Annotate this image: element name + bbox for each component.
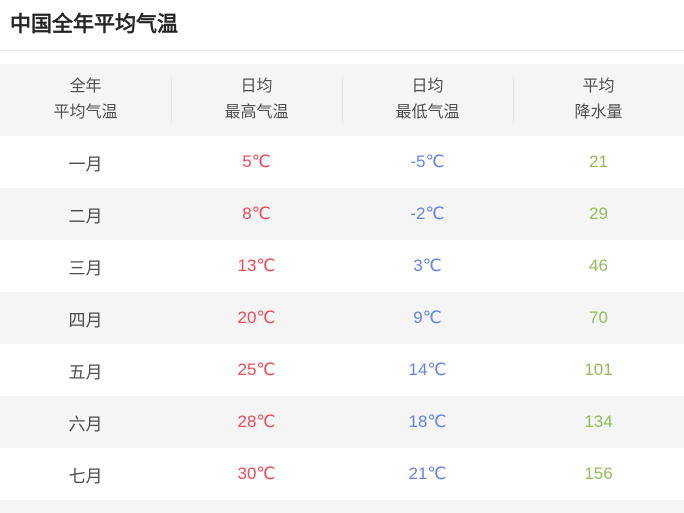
precip-cell: 70: [589, 308, 608, 327]
climate-table: 全年 平均气温 日均 最高气温 日均 最低气温 平均 降水量 一月 5℃ -5℃…: [0, 64, 684, 513]
month-cell: 四月: [68, 310, 103, 330]
precip-cell: 46: [589, 256, 608, 275]
precip-cell: 101: [584, 360, 613, 379]
column-header-daily-min-temp: 日均 最低气温: [342, 64, 513, 136]
month-cell: 六月: [68, 414, 103, 434]
column-header-line: 日均: [240, 78, 273, 95]
column-header-line: 最低气温: [395, 104, 460, 121]
max-temp-cell: 30℃: [237, 464, 276, 483]
min-temp-cell: 18℃: [408, 412, 447, 431]
month-cell: 一月: [68, 154, 103, 174]
column-header-annual-avg-temp: 全年 平均气温: [0, 64, 171, 136]
max-temp-cell: 13℃: [237, 256, 276, 275]
min-temp-cell: -2℃: [410, 204, 445, 223]
month-cell: 三月: [68, 258, 103, 278]
precip-cell: 156: [584, 464, 613, 483]
table-row-partially-visible: [0, 500, 684, 513]
column-header-line: 全年: [69, 78, 102, 95]
column-header-avg-precipitation: 平均 降水量: [513, 64, 684, 136]
column-header-line: 降水量: [574, 104, 623, 121]
column-header-line: 平均: [582, 78, 615, 95]
max-temp-cell: 28℃: [237, 412, 276, 431]
table-body: 一月 5℃ -5℃ 21 二月 8℃ -2℃ 29 三月 13℃ 3℃ 46 四…: [0, 136, 684, 513]
min-temp-cell: 21℃: [408, 464, 447, 483]
page-title: 中国全年平均气温: [10, 13, 178, 36]
max-temp-cell: 25℃: [237, 360, 276, 379]
column-header-line: 日均: [411, 78, 444, 95]
column-header-line: 平均气温: [53, 104, 118, 121]
table-row: 五月 25℃ 14℃ 101: [0, 344, 684, 396]
precip-cell: 21: [589, 152, 608, 171]
column-header-daily-max-temp: 日均 最高气温: [171, 64, 342, 136]
table-row: 一月 5℃ -5℃ 21: [0, 136, 684, 188]
table-row: 七月 30℃ 21℃ 156: [0, 448, 684, 500]
month-cell: 五月: [68, 362, 103, 382]
min-temp-cell: 14℃: [408, 360, 447, 379]
precip-cell: 29: [589, 204, 608, 223]
max-temp-cell: 20℃: [237, 308, 276, 327]
min-temp-cell: 3℃: [413, 256, 442, 275]
column-header-line: 最高气温: [224, 104, 289, 121]
max-temp-cell: 5℃: [242, 152, 271, 171]
table-row: 二月 8℃ -2℃ 29: [0, 188, 684, 240]
min-temp-cell: 9℃: [413, 308, 442, 327]
table-row: 四月 20℃ 9℃ 70: [0, 292, 684, 344]
table-header: 全年 平均气温 日均 最高气温 日均 最低气温 平均 降水量: [0, 64, 684, 136]
precip-cell: 134: [584, 412, 613, 431]
title-bar: 中国全年平均气温: [0, 0, 684, 51]
table-row: 三月 13℃ 3℃ 46: [0, 240, 684, 292]
table-row: 六月 28℃ 18℃ 134: [0, 396, 684, 448]
max-temp-cell: 8℃: [242, 204, 271, 223]
min-temp-cell: -5℃: [410, 152, 445, 171]
month-cell: 七月: [68, 466, 103, 486]
month-cell: 二月: [68, 206, 103, 226]
